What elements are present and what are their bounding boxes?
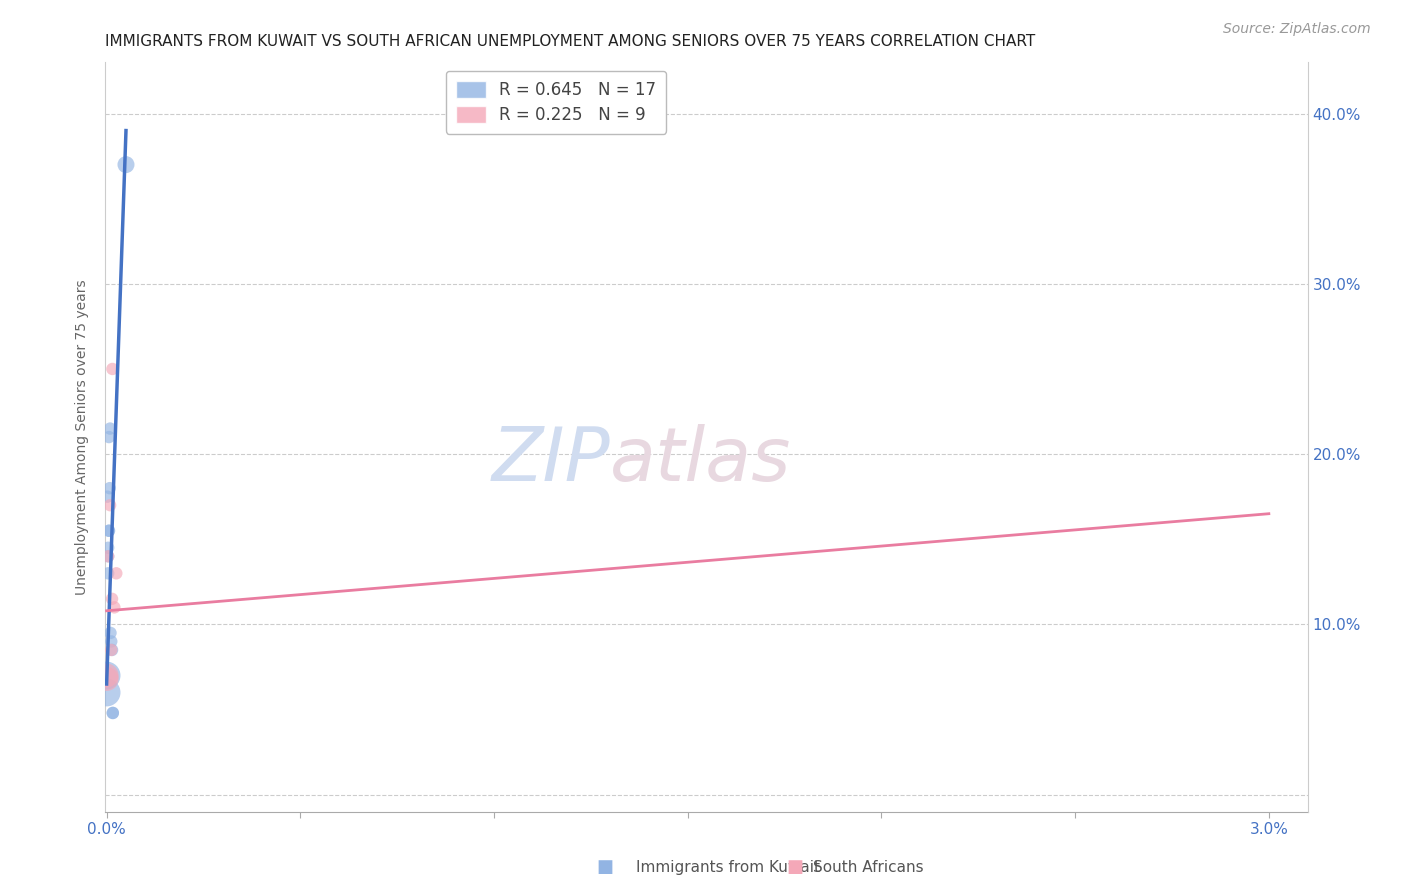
Y-axis label: Unemployment Among Seniors over 75 years: Unemployment Among Seniors over 75 years [76, 279, 90, 595]
Text: Source: ZipAtlas.com: Source: ZipAtlas.com [1223, 22, 1371, 37]
Point [101, 706, 124, 720]
Point [105, 566, 128, 581]
Point [97, 549, 120, 564]
Point [101, 591, 124, 606]
Point [97, 524, 120, 538]
Text: ■: ■ [786, 858, 803, 876]
Text: IMMIGRANTS FROM KUWAIT VS SOUTH AFRICAN UNEMPLOYMENT AMONG SENIORS OVER 75 YEARS: IMMIGRANTS FROM KUWAIT VS SOUTH AFRICAN … [105, 34, 1036, 49]
Text: Immigrants from Kuwait: Immigrants from Kuwait [636, 860, 820, 874]
Text: ■: ■ [596, 858, 613, 876]
Point [97, 430, 120, 444]
Point [100, 643, 122, 657]
Point [96, 685, 118, 699]
Point [98, 421, 121, 435]
Point [97, 541, 120, 555]
Point [101, 643, 124, 657]
Point [97, 549, 120, 564]
Point [100, 634, 122, 648]
Point [98, 498, 121, 512]
Text: ZIP: ZIP [492, 424, 610, 496]
Point [96, 668, 118, 682]
Point [97, 566, 120, 581]
Point [96, 672, 118, 686]
Point [96, 668, 118, 682]
Point [115, 158, 138, 172]
Point [103, 600, 125, 615]
Legend: R = 0.645   N = 17, R = 0.225   N = 9: R = 0.645 N = 17, R = 0.225 N = 9 [446, 70, 666, 134]
Text: South Africans: South Africans [813, 860, 924, 874]
Point [100, 626, 122, 640]
Point [101, 362, 124, 376]
Point [98, 481, 121, 495]
Point [101, 706, 124, 720]
Point [96, 490, 118, 504]
Point [97, 524, 120, 538]
Text: atlas: atlas [610, 424, 792, 496]
